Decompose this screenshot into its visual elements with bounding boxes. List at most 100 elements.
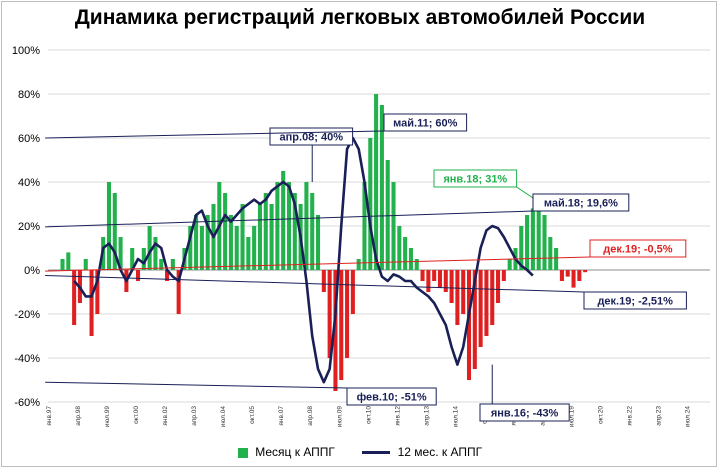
- annotation-label: дек.19; -2,51%: [597, 296, 673, 308]
- annotation-box: [532, 193, 630, 212]
- legend: Месяц к АППГ 12 мес. к АППГ: [0, 444, 720, 459]
- bar: [530, 208, 535, 270]
- series-line-rolling: [73, 136, 534, 384]
- bar: [350, 270, 355, 314]
- y-tick-label: -60%: [14, 397, 40, 409]
- bar: [472, 270, 477, 369]
- y-tick-label: 20%: [18, 221, 40, 233]
- x-tick-label: апр.08: [307, 406, 314, 426]
- bar: [403, 237, 408, 270]
- x-tick-label: янв.07: [278, 406, 285, 426]
- bar: [170, 259, 175, 270]
- legend-item-rolling: 12 мес. к АППГ: [362, 445, 482, 459]
- x-tick-label: янв.22: [627, 406, 634, 426]
- y-tick-label: 100%: [12, 45, 40, 57]
- chart-title: Динамика регистраций легковых автомобиле…: [74, 6, 646, 29]
- bar: [257, 204, 262, 270]
- bar: [234, 226, 239, 270]
- x-tick-label: апр.13: [423, 406, 430, 426]
- x-tick-label: апр.03: [191, 406, 198, 426]
- bar: [368, 138, 373, 270]
- bar: [333, 270, 338, 391]
- y-tick-label: -20%: [14, 309, 40, 321]
- bar: [321, 270, 326, 292]
- x-tick-label: янв.97: [46, 406, 53, 426]
- bar: [106, 182, 112, 270]
- annotation-box: [583, 291, 687, 310]
- bar: [159, 259, 164, 270]
- bar: [478, 270, 483, 347]
- bar: [379, 105, 384, 270]
- bar: [83, 259, 88, 270]
- bar: [443, 270, 448, 292]
- bar: [228, 215, 233, 270]
- bar: [141, 248, 146, 270]
- bar: [286, 182, 292, 270]
- bar: [362, 182, 367, 270]
- legend-swatch-monthly: [237, 447, 248, 458]
- bar: [583, 270, 588, 273]
- bar: [112, 193, 117, 270]
- annotation-leader: [45, 210, 534, 228]
- bar: [496, 270, 501, 303]
- bar: [60, 259, 65, 270]
- y-tick-label: -40%: [14, 353, 40, 365]
- bar: [130, 248, 135, 270]
- bar: [252, 226, 257, 270]
- bar: [147, 226, 152, 270]
- bar: [304, 182, 309, 270]
- bar: [205, 215, 210, 270]
- bar: [188, 226, 193, 270]
- x-tick-label: окт.05: [249, 406, 256, 424]
- bar: [519, 226, 524, 270]
- bar: [525, 215, 530, 270]
- bar: [315, 215, 321, 270]
- bar: [176, 270, 181, 314]
- x-tick-label: июл.14: [452, 406, 459, 428]
- y-tick-label: 0%: [24, 265, 40, 277]
- x-tick-label: июл.04: [220, 406, 227, 428]
- annotation-label: фев.10; -51%: [357, 392, 427, 404]
- bar: [240, 204, 245, 270]
- bar: [374, 94, 379, 270]
- bar: [72, 270, 77, 325]
- legend-label-monthly: Месяц к АППГ: [255, 444, 335, 459]
- bar: [484, 270, 489, 336]
- bar: [461, 270, 466, 314]
- bar: [223, 193, 228, 270]
- bar: [153, 237, 158, 270]
- bar: [194, 215, 199, 270]
- bar: [414, 259, 419, 270]
- annotation-label: янв.16; -43%: [491, 408, 559, 420]
- legend-label-rolling: 12 мес. к АППГ: [397, 444, 483, 459]
- bar: [339, 270, 344, 380]
- bar: [437, 270, 443, 288]
- bar: [95, 270, 100, 314]
- bar: [281, 171, 286, 270]
- legend-swatch-rolling: [362, 451, 391, 455]
- y-tick-label: 80%: [18, 89, 40, 101]
- y-tick-label: 60%: [18, 133, 40, 145]
- bar: [507, 259, 512, 270]
- bar: [577, 270, 582, 281]
- bar: [263, 193, 268, 270]
- bar: [466, 270, 472, 380]
- bar: [310, 193, 315, 270]
- bar: [66, 252, 71, 270]
- bar: [135, 270, 141, 281]
- bar: [327, 270, 332, 358]
- x-tick-label: июл.99: [104, 406, 111, 428]
- x-tick-label: июл.24: [685, 406, 692, 428]
- bar: [542, 215, 547, 270]
- bar: [571, 270, 576, 288]
- bar: [397, 226, 402, 270]
- x-tick-label: окт.00: [133, 406, 140, 424]
- annotation-leader: [45, 381, 348, 389]
- annotation-label: апр.08; 40%: [280, 132, 344, 144]
- bar: [559, 270, 564, 281]
- annotation-box: [433, 169, 518, 188]
- bar: [356, 259, 361, 270]
- annotation-leader: [45, 130, 385, 139]
